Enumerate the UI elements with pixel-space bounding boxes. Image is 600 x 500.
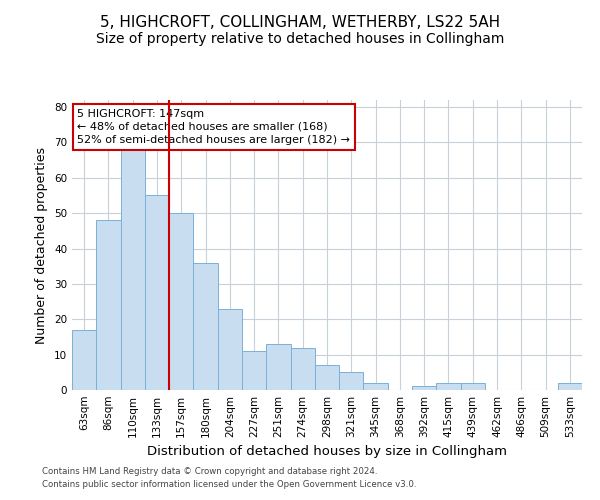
Bar <box>461 383 485 390</box>
Text: Size of property relative to detached houses in Collingham: Size of property relative to detached ho… <box>96 32 504 46</box>
Bar <box>121 150 145 390</box>
Text: Contains HM Land Registry data © Crown copyright and database right 2024.: Contains HM Land Registry data © Crown c… <box>42 467 377 476</box>
Bar <box>364 383 388 390</box>
Bar <box>339 372 364 390</box>
Bar <box>72 330 96 390</box>
Bar <box>218 308 242 390</box>
Bar <box>193 262 218 390</box>
Bar <box>145 196 169 390</box>
Text: Contains public sector information licensed under the Open Government Licence v3: Contains public sector information licen… <box>42 480 416 489</box>
Bar <box>169 213 193 390</box>
Text: 5, HIGHCROFT, COLLINGHAM, WETHERBY, LS22 5AH: 5, HIGHCROFT, COLLINGHAM, WETHERBY, LS22… <box>100 15 500 30</box>
Y-axis label: Number of detached properties: Number of detached properties <box>35 146 49 344</box>
Bar <box>242 351 266 390</box>
X-axis label: Distribution of detached houses by size in Collingham: Distribution of detached houses by size … <box>147 446 507 458</box>
Bar <box>96 220 121 390</box>
Bar <box>315 365 339 390</box>
Bar <box>558 383 582 390</box>
Bar <box>436 383 461 390</box>
Bar <box>290 348 315 390</box>
Bar <box>412 386 436 390</box>
Bar <box>266 344 290 390</box>
Text: 5 HIGHCROFT: 147sqm
← 48% of detached houses are smaller (168)
52% of semi-detac: 5 HIGHCROFT: 147sqm ← 48% of detached ho… <box>77 108 350 145</box>
